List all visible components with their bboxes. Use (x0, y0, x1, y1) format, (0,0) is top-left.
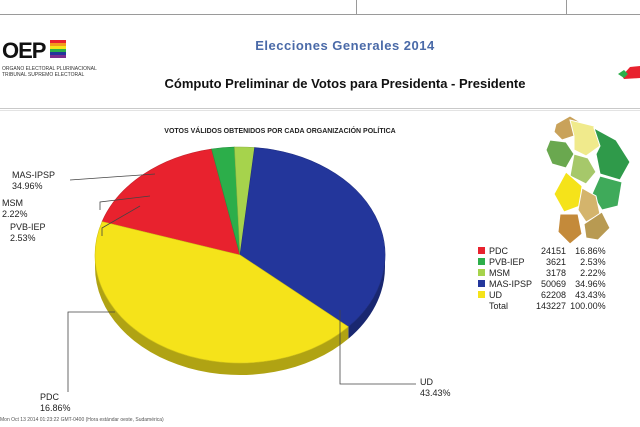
pie-leader-line-msm (99, 195, 151, 210)
legend-votes: 24151 (541, 246, 567, 256)
pie-label-name: UD (420, 377, 433, 387)
legend-votes: 50069 (541, 279, 567, 289)
legend-row: PDC 24151 16.86% (476, 246, 608, 257)
logo-rainbow-icon (50, 40, 66, 58)
map-region (553, 171, 583, 213)
bolivia-map (545, 115, 631, 245)
pie-label-name: MSM (2, 198, 23, 208)
legend-swatch (478, 258, 485, 265)
pie-label-percent: 16.86% (40, 403, 71, 413)
legend-percent: 34.96% (575, 279, 606, 289)
legend-votes: 62208 (541, 290, 567, 300)
legend-row: UD 62208 43.43% (476, 290, 608, 301)
map-region (545, 139, 575, 169)
pie-label-name: MAS-IPSP (12, 170, 56, 180)
logo-line1: ORGANO ELECTORAL PLURINACIONAL (2, 66, 97, 72)
pie-label-percent: 2.53% (10, 233, 36, 243)
pie-label-pvb-iep: PVB-IEP 2.53% (10, 222, 46, 244)
legend-swatch-cell (476, 246, 487, 257)
pie-leader-line-ud (339, 310, 416, 385)
legend-table: PDC 24151 16.86% PVB-IEP 3621 2.53% MSM 3178 2.2… (476, 246, 608, 312)
map-region (557, 213, 583, 245)
pie-label-percent: 43.43% (420, 388, 451, 398)
legend-swatch-cell (476, 279, 487, 290)
chart-title: VOTOS VÁLIDOS OBTENIDOS POR CADA ORGANIZ… (164, 128, 396, 135)
legend-total-votes: 143227 (536, 301, 567, 311)
legend-row: MSM 3178 2.22% (476, 268, 608, 279)
pie-slice-side-mas-ipsp (348, 255, 385, 339)
legend-row: PVB-IEP 3621 2.53% (476, 257, 608, 268)
legend-name: UD (489, 290, 502, 300)
legend-swatch-cell (476, 257, 487, 268)
header-separator (0, 110, 640, 111)
map-region (583, 211, 611, 241)
pie-slice-mas-ipsp (239, 147, 386, 328)
legend-blank-cell (476, 301, 487, 312)
legend-name: MAS-IPSP (489, 279, 533, 289)
pie-leader-line-pdc (67, 311, 115, 392)
pie-slice-ud (94, 221, 349, 364)
map-region (569, 153, 597, 185)
pie-chart (67, 146, 416, 392)
footer-timestamp: Mon Oct 13 2014 01:23:22 GMT-0400 (Hora … (0, 417, 164, 423)
legend-name: PDC (489, 246, 509, 256)
top-divider (566, 0, 567, 14)
page-subtitle: Cómputo Preliminar de Votos para Preside… (164, 76, 526, 91)
pie-label-ud: UD 43.43% (420, 377, 451, 399)
legend-swatch-cell (476, 268, 487, 279)
legend-votes: 3621 (546, 257, 567, 267)
legend-swatch-cell (476, 290, 487, 301)
legend-votes: 3178 (546, 268, 567, 278)
pie-label-name: PDC (40, 392, 60, 402)
page-title: Elecciones Generales 2014 (255, 38, 435, 53)
pie-label-mas-ipsp: MAS-IPSP 34.96% (12, 170, 55, 192)
logo-text: OEP (2, 38, 46, 63)
legend-percent: 2.53% (580, 257, 606, 267)
pie-slice-pdc (101, 148, 241, 256)
bolivia-flag-icon (618, 66, 640, 79)
legend-swatch (478, 280, 485, 287)
logo-line2: TRIBUNAL SUPREMO ELECTORAL (2, 72, 85, 78)
legend-row: MAS-IPSP 50069 34.96% (476, 279, 608, 290)
legend-swatch (478, 291, 485, 298)
legend-swatch (478, 247, 485, 254)
top-divider (356, 0, 357, 14)
header-separator (0, 108, 640, 109)
oep-logo: OEP ORGANO ELECTORAL PLURINACIONAL TRIBU… (0, 36, 97, 82)
legend-total-row: Total 143227 100.00% (476, 301, 608, 312)
top-border (0, 0, 640, 15)
legend-name: PVB-IEP (489, 257, 525, 267)
legend-percent: 43.43% (575, 290, 606, 300)
map-region (569, 119, 601, 157)
legend-total-label: Total (489, 301, 509, 311)
map-region (593, 126, 631, 181)
legend-total-percent: 100.00% (570, 301, 606, 311)
legend-name: MSM (489, 268, 510, 278)
legend-percent: 16.86% (575, 246, 606, 256)
legend-percent: 2.22% (580, 268, 606, 278)
pie-label-percent: 2.22% (2, 209, 28, 219)
pie-label-percent: 34.96% (12, 181, 43, 191)
pie-slice-side-ud (95, 255, 349, 375)
pie-leader-line-mas-ipsp (69, 173, 156, 181)
pie-label-msm: MSM 2.22% (2, 198, 28, 220)
legend-swatch (478, 269, 485, 276)
pie-leader-line-pvb-iep (101, 205, 141, 236)
pie-label-name: PVB-IEP (10, 222, 46, 232)
pie-label-pdc: PDC 16.86% (40, 392, 71, 414)
map-region (591, 175, 623, 211)
